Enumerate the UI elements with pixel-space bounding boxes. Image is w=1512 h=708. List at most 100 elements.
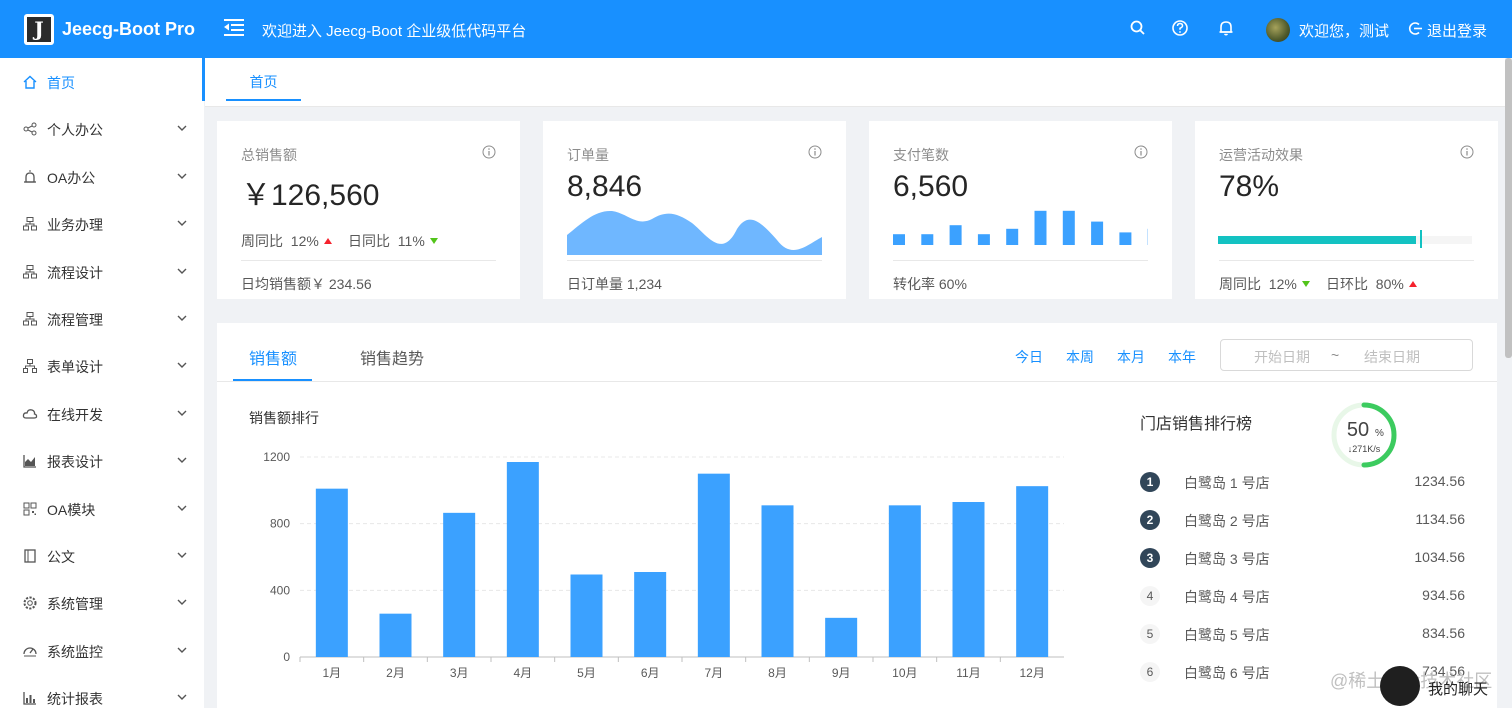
sidebar-item-2[interactable]: OA办公	[0, 153, 204, 200]
date-range-picker[interactable]	[1220, 339, 1473, 371]
sidebar-item-10[interactable]: 公文	[0, 532, 204, 579]
sidebar-item-13[interactable]: 统计报表	[0, 674, 204, 708]
x-tick-label: 3月	[450, 666, 469, 680]
tab-strip	[205, 58, 1505, 107]
sidebar-item-label: 系统监控	[47, 643, 103, 660]
sidebar-item-12[interactable]: 系统监控	[0, 627, 204, 674]
info-icon[interactable]	[1134, 145, 1148, 159]
sidebar-item-label: 在线开发	[47, 406, 103, 423]
range-month[interactable]: 本月	[1117, 349, 1145, 365]
bar-7月	[697, 473, 730, 657]
payment-bar	[893, 234, 905, 245]
sidebar-item-11[interactable]: 系统管理	[0, 579, 204, 626]
payment-bar	[1062, 210, 1075, 245]
store-name: 白鹭岛 1 号店	[1184, 475, 1270, 491]
brand-logo[interactable]: J	[24, 14, 54, 45]
sidebar-item-1[interactable]: 个人办公	[0, 105, 204, 152]
chevron-down-icon	[177, 410, 187, 416]
day-label: 日环比	[1326, 276, 1368, 292]
store-value: 1134.56	[1415, 511, 1465, 527]
logout-link[interactable]: 退出登录	[1427, 23, 1488, 40]
sidebar-item-9[interactable]: OA模块	[0, 485, 204, 532]
share-icon	[23, 122, 37, 136]
date-separator: ~	[1331, 347, 1340, 363]
x-tick-label: 10月	[892, 666, 917, 680]
sidebar-item-0[interactable]: 首页	[0, 58, 204, 105]
range-week[interactable]: 本周	[1066, 349, 1094, 365]
chevron-down-icon	[177, 552, 187, 558]
sidebar-item-label: 个人办公	[47, 122, 103, 139]
chevron-down-icon	[177, 694, 187, 701]
sidebar-item-5[interactable]: 流程管理	[0, 295, 204, 342]
chevron-down-icon	[177, 268, 187, 274]
user-greeting[interactable]: 欢迎您，测试	[1299, 23, 1390, 40]
date-end-input[interactable]: 结束日期	[1364, 349, 1420, 365]
rank-badge: 1	[1140, 472, 1160, 492]
info-icon[interactable]	[482, 145, 496, 159]
caret-up-icon	[1408, 281, 1417, 287]
tab-home[interactable]: 首页	[226, 72, 301, 101]
ops-progress-track	[1218, 236, 1472, 244]
logo-letter: J	[27, 17, 51, 42]
logout-icon[interactable]	[1408, 21, 1423, 36]
book-icon	[24, 549, 36, 563]
day-value: 80%	[1375, 276, 1404, 292]
scrollbar[interactable]	[1505, 58, 1512, 358]
card-footer: 日订单量 1,234	[567, 276, 662, 292]
chevron-down-icon	[177, 315, 187, 321]
store-name: 白鹭岛 2 号店	[1184, 513, 1270, 529]
apartment-icon	[23, 359, 37, 374]
card-divider	[893, 260, 1148, 261]
chevron-down-icon	[177, 647, 187, 653]
day-value: 11%	[397, 233, 425, 249]
range-today[interactable]: 今日	[1015, 349, 1043, 365]
tab-sales-trend[interactable]: 销售趋势	[360, 351, 425, 368]
sidebar-item-7[interactable]: 在线开发	[0, 390, 204, 437]
chat-label[interactable]: 我的聊天	[1428, 681, 1489, 698]
setting-icon	[23, 596, 37, 610]
menu-fold-icon[interactable]	[224, 18, 244, 36]
chevron-down-icon	[177, 362, 187, 369]
chat-avatar[interactable]	[1380, 666, 1420, 706]
card-value: 78%	[1219, 170, 1280, 203]
sidebar-item-label: 公文	[47, 549, 75, 565]
brand-name[interactable]: Jeecg-Boot Pro	[62, 19, 196, 39]
bell-icon[interactable]	[1216, 18, 1236, 38]
caret-down-icon	[429, 238, 438, 244]
sidebar-item-8[interactable]: 报表设计	[0, 437, 204, 484]
total-sales-card: 总销售额 ￥126,560 周同比 12% 日同比 11% 日均销售额￥ 234…	[217, 121, 520, 299]
date-start-input[interactable]: 开始日期	[1254, 349, 1310, 365]
avatar[interactable]	[1266, 18, 1290, 42]
y-tick-label: 1200	[263, 450, 290, 464]
bar-2月	[379, 613, 412, 657]
card-footer: 日均销售额￥ 234.56	[241, 276, 372, 292]
list-item: 5 白鹭岛 5 号店 834.56	[1140, 623, 1465, 645]
list-item: 4 白鹭岛 4 号店 934.56	[1140, 585, 1465, 607]
info-icon[interactable]	[808, 145, 822, 159]
bar-3月	[443, 512, 476, 657]
rank-badge: 6	[1140, 662, 1160, 682]
sidebar-item-3[interactable]: 业务办理	[0, 200, 204, 247]
store-value: 1234.56	[1414, 473, 1465, 489]
card-title: 总销售额	[241, 147, 297, 163]
alarm-icon	[24, 169, 36, 183]
x-tick-label: 5月	[577, 666, 596, 680]
tab-sales[interactable]: 销售额	[249, 351, 298, 368]
sidebar-item-label: OA模块	[47, 501, 96, 518]
store-name: 白鹭岛 4 号店	[1184, 589, 1270, 605]
help-icon[interactable]	[1170, 18, 1190, 38]
search-icon[interactable]	[1128, 18, 1148, 38]
store-value: 734.56	[1422, 663, 1465, 679]
x-tick-label: 1月	[322, 666, 341, 680]
week-value: 12%	[1268, 276, 1297, 292]
info-icon[interactable]	[1460, 145, 1474, 159]
sidebar-item-6[interactable]: 表单设计	[0, 342, 204, 389]
sales-bar-chart: 0 400 800 1200 1月 2月 3月 4月 5月 6月 7月 8月 9月 10月 11月 12月	[263, 450, 1064, 680]
chevron-down-icon	[177, 125, 187, 132]
range-year[interactable]: 本年	[1168, 349, 1196, 365]
week-label: 周同比	[241, 233, 283, 249]
sidebar-item-label: 系统管理	[47, 596, 103, 613]
sidebar-item-4[interactable]: 流程设计	[0, 248, 204, 295]
bar-8月	[761, 505, 794, 657]
card-footer: 转化率 60%	[893, 276, 967, 292]
